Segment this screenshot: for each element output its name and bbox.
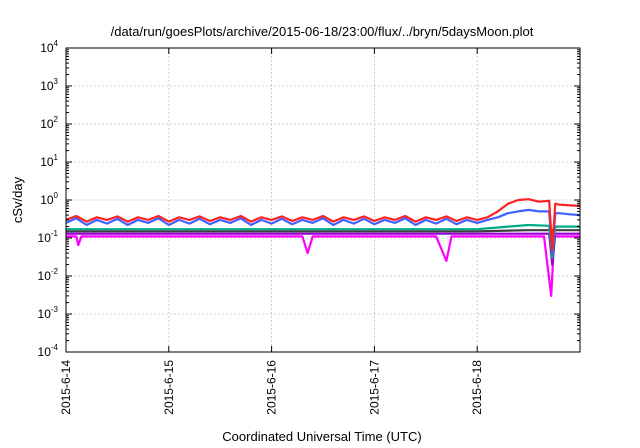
x-tick-label: 2015-6-14 (59, 360, 73, 415)
x-tick-label: 2015-6-18 (470, 360, 484, 415)
x-axis-label: Coordinated Universal Time (UTC) (222, 429, 421, 444)
grid (65, 47, 580, 353)
series-line-1 (66, 232, 580, 266)
y-tick-label: 10-1 (38, 229, 59, 245)
y-tick-label: 103 (40, 77, 58, 93)
y-tick-label: 10-3 (38, 305, 59, 321)
series-lines (65, 198, 581, 297)
y-axis: 10-4 10-3 10-2 10-1 100 101 102 103 104 (38, 39, 580, 359)
y-axis-label: cSv/day (10, 176, 25, 223)
series-line-2 (66, 229, 580, 233)
series-line-4 (65, 208, 581, 255)
x-tick-label: 2015-6-15 (162, 360, 176, 415)
series-line-5 (65, 198, 581, 251)
x-axis: 2015-6-14 2015-6-15 2015-6-16 2015-6-17 2015… (59, 48, 484, 415)
y-tick-label: 10-4 (38, 343, 59, 359)
series-line-0 (66, 235, 580, 297)
x-tick-label: 2015-6-16 (265, 360, 279, 415)
y-tick-label: 101 (40, 153, 58, 169)
y-tick-label: 100 (40, 191, 58, 207)
y-tick-label: 102 (40, 115, 58, 131)
y-tick-label: 104 (40, 39, 58, 55)
chart-title: /data/run/goesPlots/archive/2015-06-18/2… (111, 24, 534, 39)
x-tick-label: 2015-6-17 (367, 360, 381, 415)
y-tick-label: 10-2 (38, 267, 59, 283)
